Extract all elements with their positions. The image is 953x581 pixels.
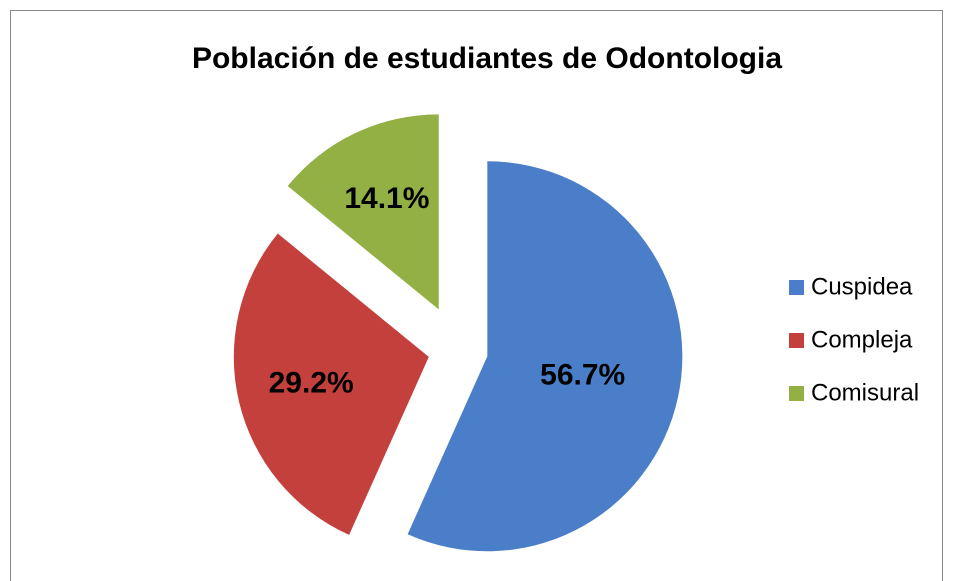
legend-swatch bbox=[789, 333, 804, 348]
legend-swatch bbox=[789, 280, 804, 295]
pie-slice bbox=[407, 161, 683, 552]
data-label: 56.7% bbox=[540, 359, 625, 392]
legend-label: Cuspidea bbox=[811, 273, 913, 300]
chart-title: Población de estudiantes de Odontologia bbox=[192, 42, 782, 75]
pie-slice bbox=[287, 114, 439, 310]
data-label: 14.1% bbox=[344, 182, 429, 215]
data-label: 29.2% bbox=[269, 367, 354, 400]
legend-label: Comisural bbox=[811, 379, 919, 406]
pie-slice bbox=[233, 233, 429, 535]
legend-swatch bbox=[789, 386, 804, 401]
legend-label: Compleja bbox=[811, 326, 913, 353]
